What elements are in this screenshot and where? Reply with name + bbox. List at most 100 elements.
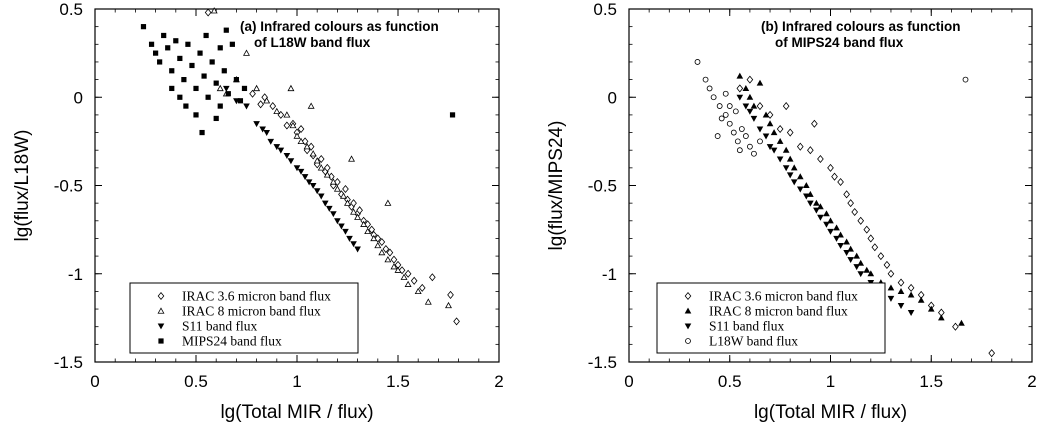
data-point bbox=[297, 168, 305, 175]
data-point bbox=[823, 210, 830, 217]
data-point bbox=[378, 237, 386, 247]
data-point bbox=[193, 85, 199, 92]
data-point bbox=[249, 89, 256, 98]
data-point bbox=[927, 305, 935, 312]
data-point bbox=[742, 85, 750, 91]
data-point bbox=[877, 252, 885, 261]
data-point bbox=[734, 138, 741, 145]
data-point bbox=[782, 165, 790, 172]
data-point bbox=[348, 155, 356, 162]
data-point bbox=[309, 150, 317, 157]
data-point bbox=[827, 217, 834, 224]
data-point bbox=[301, 174, 309, 181]
data-point bbox=[863, 225, 871, 234]
panel-b: 0 0.5 1 1.5 2 0.5 0 -0.5 -1 -1.5 lg(Total MIR / fl… bbox=[546, 0, 1037, 423]
data-point bbox=[213, 115, 219, 122]
data-point bbox=[222, 85, 230, 92]
data-point bbox=[837, 177, 844, 186]
legend-entry: IRAC 8 micron band flux bbox=[709, 304, 848, 319]
data-point bbox=[313, 188, 321, 195]
data-point bbox=[350, 199, 357, 208]
data-point bbox=[329, 178, 337, 185]
data-point bbox=[747, 143, 753, 150]
data-point bbox=[853, 264, 861, 271]
y-tick-label: -1.5 bbox=[588, 353, 617, 372]
data-point bbox=[736, 147, 743, 154]
data-point bbox=[181, 77, 187, 83]
series-4 bbox=[694, 59, 969, 157]
data-point bbox=[732, 108, 739, 115]
data-point bbox=[445, 301, 452, 309]
data-point bbox=[344, 199, 351, 206]
data-point bbox=[871, 243, 879, 252]
data-point bbox=[205, 94, 211, 100]
data-point bbox=[907, 310, 915, 316]
data-point bbox=[988, 349, 996, 358]
data-point bbox=[333, 185, 341, 192]
data-point bbox=[404, 280, 412, 287]
legend-entry: S11 band flux bbox=[182, 319, 257, 334]
y-tick-label: -0.5 bbox=[54, 177, 83, 196]
legend-marker bbox=[157, 323, 165, 330]
data-point bbox=[750, 115, 758, 122]
data-point bbox=[370, 234, 378, 242]
data-point bbox=[237, 98, 244, 104]
x-axis-label: lg(Total MIR / flux) bbox=[220, 402, 373, 423]
data-point bbox=[293, 165, 301, 172]
data-point bbox=[823, 221, 830, 228]
x-tick-label: 0.5 bbox=[718, 372, 742, 391]
data-point bbox=[165, 45, 171, 51]
data-point bbox=[307, 102, 315, 109]
data-point bbox=[418, 283, 426, 292]
data-point bbox=[309, 182, 317, 189]
data-point bbox=[843, 238, 850, 245]
data-point bbox=[694, 59, 701, 65]
data-point bbox=[447, 290, 454, 299]
data-point bbox=[263, 130, 271, 136]
legend-entry: S11 band flux bbox=[709, 319, 784, 334]
data-point bbox=[453, 317, 460, 326]
data-point bbox=[756, 102, 764, 111]
data-point bbox=[867, 234, 875, 243]
legend-marker bbox=[157, 291, 165, 301]
data-point bbox=[813, 199, 820, 206]
data-point bbox=[364, 220, 372, 229]
x-axis-label: lg(Total MIR / flux) bbox=[754, 402, 907, 423]
data-point bbox=[782, 146, 790, 153]
data-point bbox=[283, 111, 291, 118]
data-point bbox=[762, 133, 770, 140]
data-point bbox=[216, 84, 224, 92]
data-point bbox=[718, 115, 725, 122]
data-point bbox=[827, 228, 834, 235]
data-point bbox=[837, 231, 844, 238]
data-point bbox=[907, 283, 915, 292]
data-point bbox=[400, 273, 408, 280]
data-point bbox=[817, 203, 824, 210]
data-point bbox=[404, 269, 412, 278]
data-point bbox=[813, 207, 820, 214]
data-point bbox=[313, 157, 321, 164]
legend-marker bbox=[684, 291, 692, 301]
data-point bbox=[726, 120, 733, 127]
data-point bbox=[803, 182, 810, 189]
data-point bbox=[283, 121, 291, 130]
data-point bbox=[770, 129, 778, 136]
data-point bbox=[776, 137, 784, 144]
legend-entry: IRAC 3.6 micron band flux bbox=[709, 289, 858, 304]
panel-a: 0 0.5 1 1.5 2 0.5 0 -0.5 -1 -1.5 lg(Total MIR / fl… bbox=[12, 0, 504, 423]
x-tick-label: 0 bbox=[624, 372, 633, 391]
data-point bbox=[952, 322, 959, 331]
data-point bbox=[833, 235, 840, 242]
series-1 bbox=[736, 75, 996, 358]
data-point bbox=[338, 223, 345, 230]
data-point bbox=[394, 266, 402, 273]
data-point bbox=[887, 269, 895, 278]
data-point bbox=[210, 7, 218, 14]
data-point bbox=[267, 138, 275, 145]
data-point bbox=[287, 84, 295, 92]
legend-marker bbox=[157, 307, 165, 314]
data-point bbox=[233, 98, 240, 105]
